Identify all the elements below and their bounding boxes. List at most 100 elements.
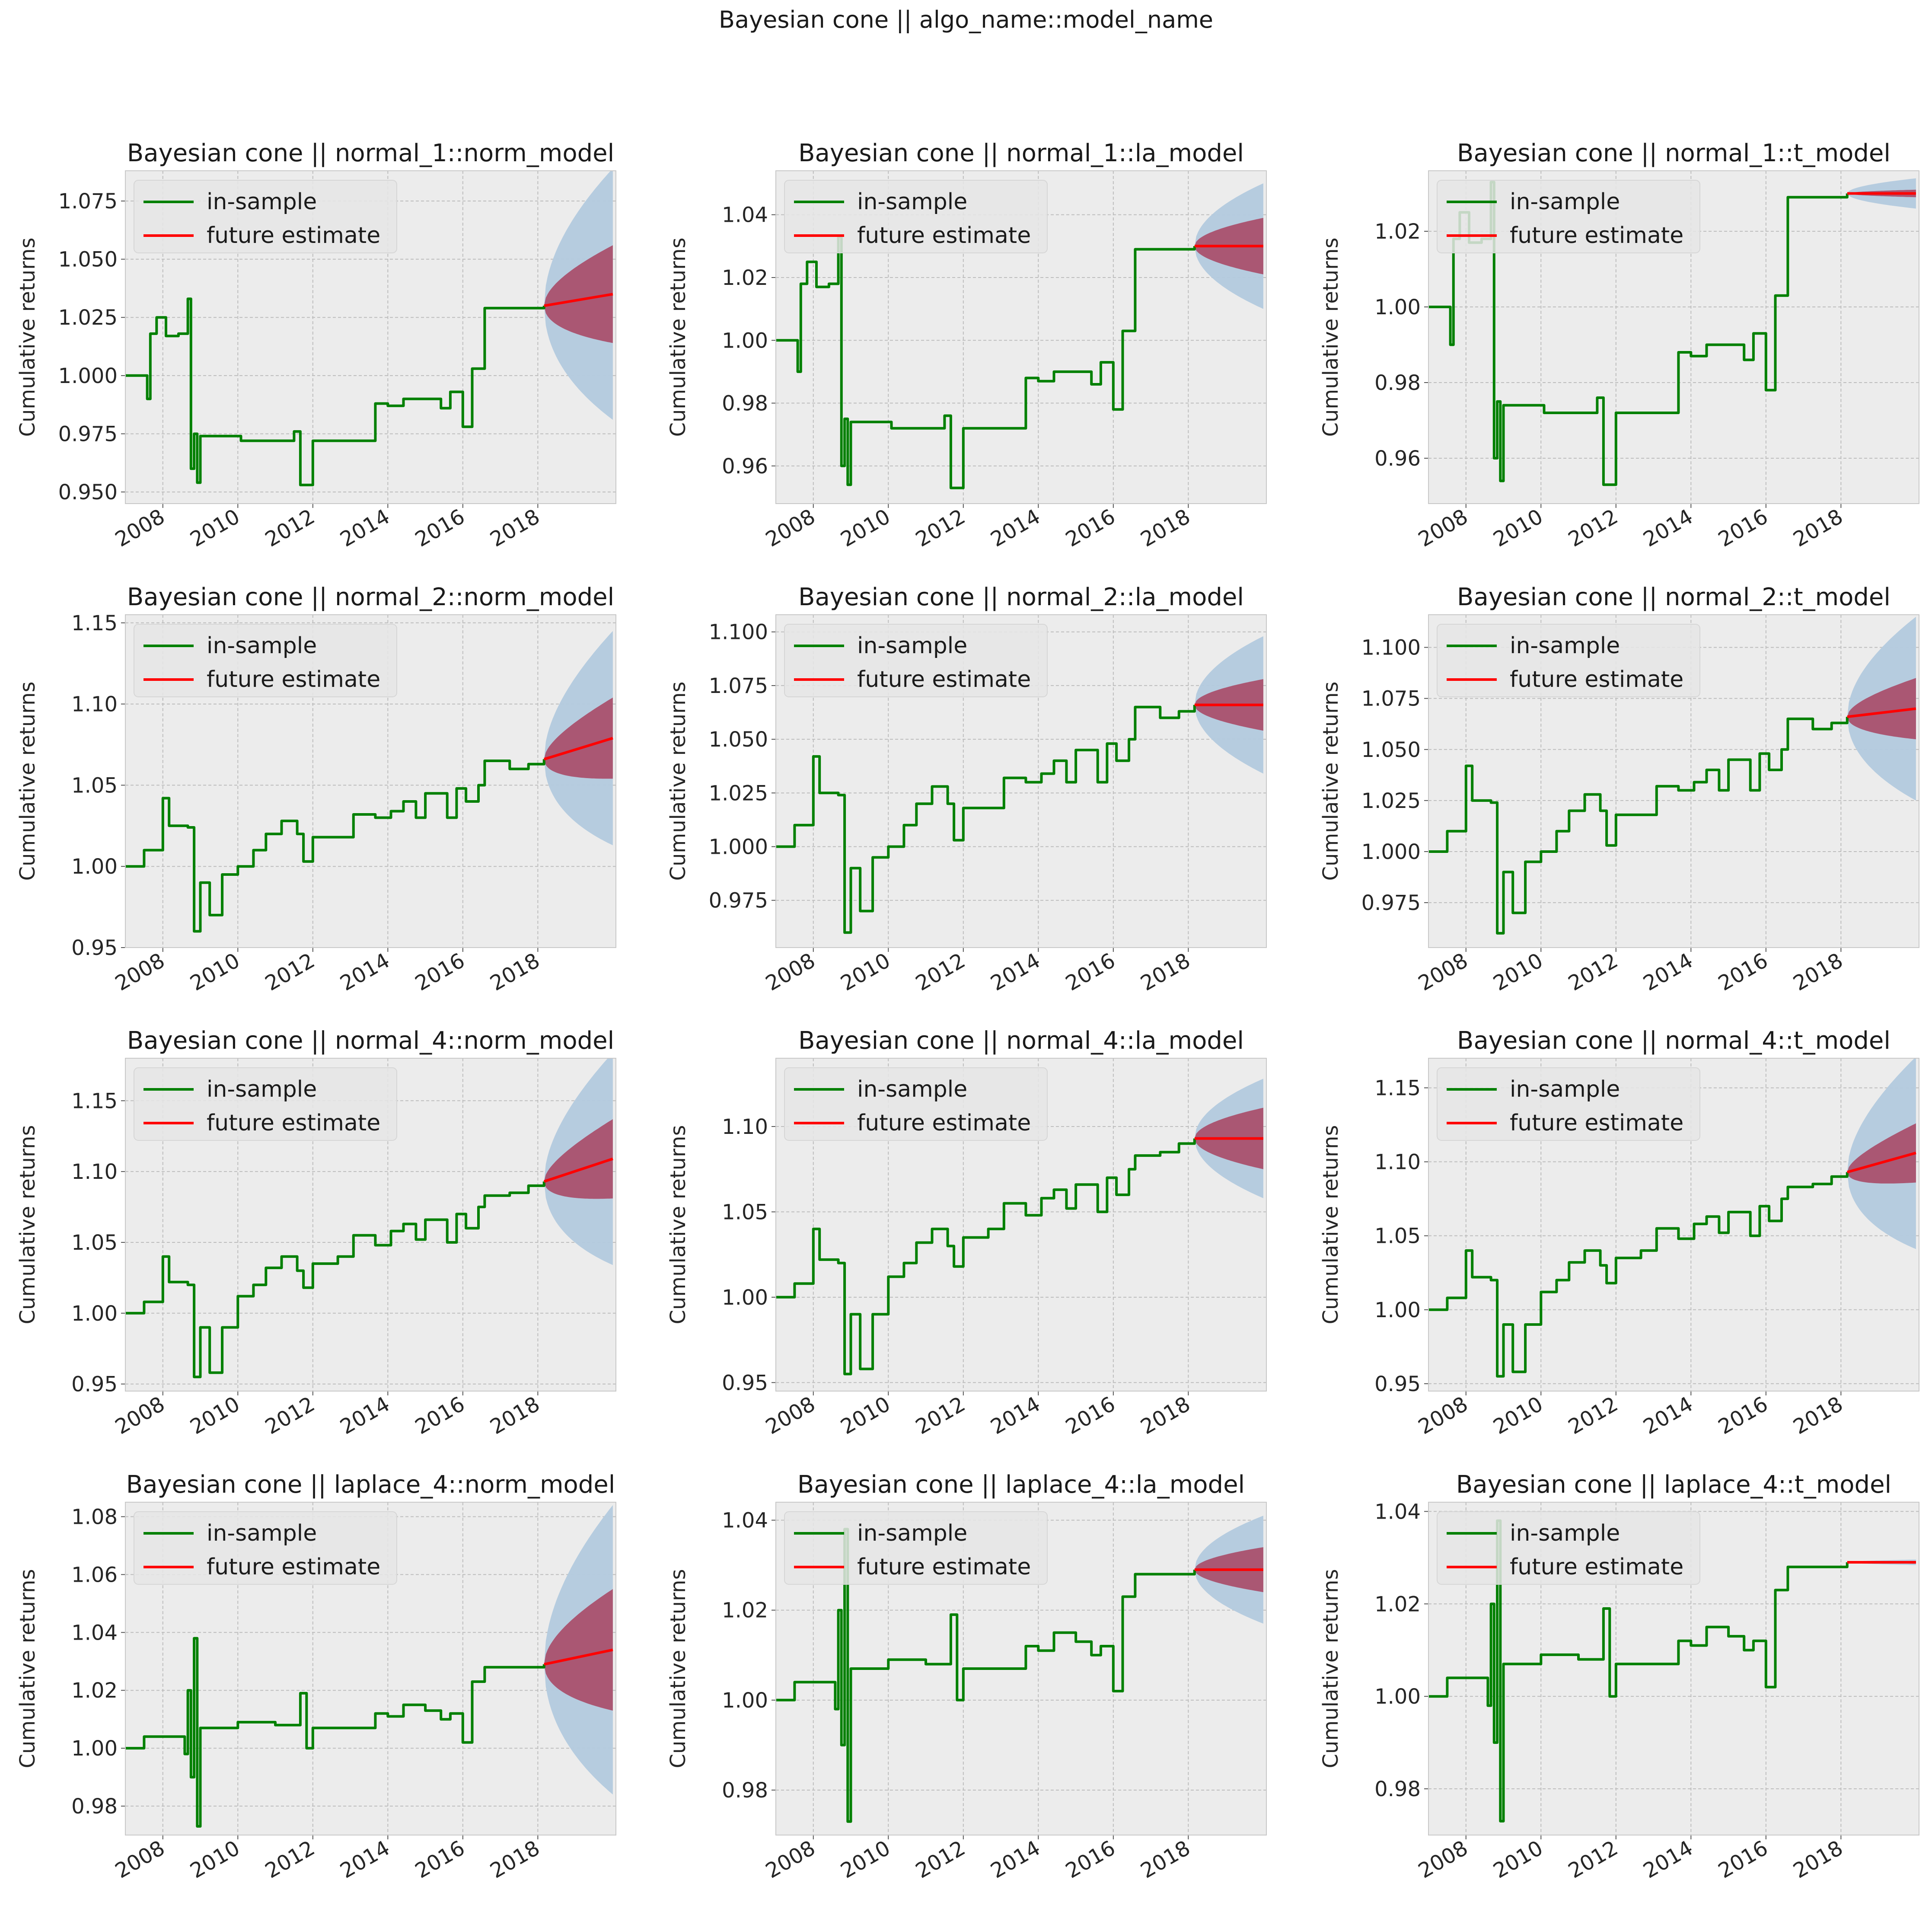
x-tick-label: 2010 [836,948,894,996]
x-tick-label: 2014 [1639,1392,1697,1440]
legend-label-in-sample: in-sample [1510,189,1620,215]
y-tick-label: 0.95 [71,936,118,960]
future-estimate-line [1846,1152,1916,1174]
x-tick-label: 2010 [186,948,244,996]
x-tick-label: 2010 [836,1836,894,1883]
subplot-title: Bayesian cone || normal_2::la_model [798,583,1244,611]
legend-box [784,1511,1048,1585]
x-tick-label: 2014 [1639,1836,1697,1883]
x-tick-label: 2016 [1714,948,1772,996]
legend-box [134,1511,397,1585]
legend-label-in-sample: in-sample [857,189,967,215]
in-sample-line [125,1637,545,1828]
y-tick-label: 0.96 [1374,447,1421,471]
x-tick-label: 2010 [1489,1836,1547,1883]
subplot-title: Bayesian cone || normal_2::norm_model [127,583,614,611]
legend-label-in-sample: in-sample [207,1520,317,1546]
subplot-title: Bayesian cone || normal_1::norm_model [127,139,614,167]
y-tick-label: 1.000 [1361,840,1421,864]
y-axis-label: Cumulative returns [16,238,40,437]
legend-box [784,1067,1048,1141]
y-tick-label: 0.95 [722,1371,768,1395]
subplot-title: Bayesian cone || normal_1::la_model [798,139,1244,167]
y-tick-label: 1.08 [71,1505,118,1529]
x-tick-label: 2008 [111,948,169,996]
legend: in-sample future estimate [1437,1511,1700,1585]
x-tick-label: 2008 [111,1392,169,1440]
y-axis-label: Cumulative returns [16,682,40,881]
subplot-title: Bayesian cone || laplace_4::t_model [1456,1471,1891,1499]
x-tick-label: 2016 [1714,1392,1772,1440]
x-tick-label: 2010 [1489,1392,1547,1440]
legend: in-sample future estimate [784,624,1048,697]
x-tick-label: 2008 [111,504,169,552]
cone-inner [544,1589,613,1711]
future-estimate-line [544,293,613,307]
y-tick-label: 1.075 [709,674,768,698]
y-axis-label: Cumulative returns [1319,1125,1343,1325]
subplot-title: Bayesian cone || normal_4::norm_model [127,1027,614,1055]
y-tick-label: 1.00 [71,855,118,879]
y-tick-label: 0.950 [58,480,118,504]
y-tick-label: 1.050 [709,728,768,752]
x-tick-label: 2018 [1137,1836,1195,1883]
legend-box [784,180,1048,253]
y-tick-label: 1.02 [71,1679,118,1703]
x-tick-label: 2016 [1062,948,1119,996]
axes-frame [1428,170,1919,504]
x-tick-label: 2010 [186,504,244,552]
legend-label-in-sample: in-sample [1510,633,1620,659]
subplot-title: Bayesian cone || laplace_4::la_model [797,1471,1245,1499]
x-tick-label: 2018 [1137,1392,1195,1440]
y-tick-label: 1.05 [71,1231,118,1255]
legend: in-sample future estimate [784,180,1048,253]
in-sample-line [125,297,545,486]
future-estimate-line [543,737,613,761]
legend-label-future: future estimate [857,667,1031,693]
in-sample-line [776,705,1196,934]
in-sample-line [125,1181,545,1379]
x-tick-label: 2018 [1137,948,1195,996]
y-tick-label: 1.15 [71,1089,118,1113]
subplot-title: Bayesian cone || laplace_4::norm_model [126,1471,615,1499]
legend-label-in-sample: in-sample [857,633,967,659]
x-tick-label: 2010 [186,1836,244,1883]
subplot: 0.950 0.975 1.000 1.025 1.050 1.075 2008 2010 20… [16,139,616,552]
x-tick-label: 2012 [1564,1392,1622,1440]
x-tick-label: 2018 [486,1392,544,1440]
axes-frame [1428,1502,1919,1835]
y-tick-label: 0.95 [71,1373,118,1397]
legend-label-future: future estimate [207,667,380,693]
axes-frame [125,1058,616,1392]
legend: in-sample future estimate [134,1511,397,1585]
y-tick-label: 0.98 [71,1794,118,1819]
x-tick-label: 2014 [987,948,1045,996]
y-tick-label: 1.00 [722,1286,768,1310]
axes-frame [775,614,1267,948]
x-tick-label: 2012 [912,1836,969,1883]
y-axis-label: Cumulative returns [16,1569,40,1768]
x-tick-label: 2016 [411,1836,469,1883]
axes-frame [1428,1058,1919,1392]
legend-box [1437,1067,1700,1141]
legend-label-in-sample: in-sample [1510,1520,1620,1546]
x-tick-label: 2010 [1489,948,1547,996]
x-tick-label: 2008 [762,948,819,996]
subplot: 0.98 1.00 1.02 1.04 2008 2010 2012 2014 2016 2018… [1319,1471,1919,1883]
x-tick-label: 2018 [1789,1392,1847,1440]
x-tick-label: 2012 [261,948,319,996]
x-tick-label: 2008 [1414,1836,1472,1883]
x-tick-label: 2016 [1062,1836,1119,1883]
y-tick-label: 1.025 [709,781,768,805]
legend-label-future: future estimate [207,1110,380,1136]
y-tick-label: 1.00 [71,1736,118,1761]
y-axis-label: Cumulative returns [16,1125,40,1325]
y-tick-label: 0.975 [58,422,118,446]
cone-inner [544,245,613,343]
y-tick-label: 1.10 [71,1160,118,1184]
subplot: 0.95 1.00 1.05 1.10 2008 2010 2012 2014 2016 2018… [666,1027,1267,1440]
y-tick-label: 1.15 [71,611,118,635]
y-tick-label: 1.00 [1374,1685,1421,1709]
x-tick-label: 2012 [1564,504,1622,552]
